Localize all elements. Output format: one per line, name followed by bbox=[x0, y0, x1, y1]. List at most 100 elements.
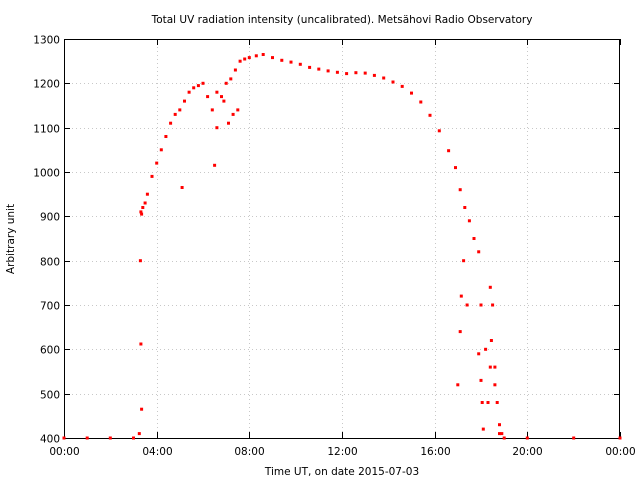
data-point bbox=[463, 206, 467, 209]
data-point bbox=[178, 108, 182, 112]
data-point bbox=[317, 67, 321, 71]
data-point bbox=[326, 69, 330, 73]
data-point bbox=[145, 192, 149, 196]
data-point bbox=[138, 259, 142, 263]
data-point bbox=[183, 99, 186, 103]
data-point bbox=[143, 201, 147, 205]
x-tick-label: 00:00 bbox=[49, 446, 79, 458]
x-tick-label: 00:00 bbox=[605, 446, 635, 458]
data-point bbox=[447, 149, 451, 153]
data-point bbox=[215, 90, 219, 94]
data-point bbox=[222, 99, 226, 103]
data-point bbox=[224, 81, 228, 85]
data-point bbox=[428, 113, 432, 117]
x-axis-label: Time UT, on date 2015-07-03 bbox=[264, 466, 419, 478]
data-point bbox=[298, 62, 302, 66]
data-point bbox=[500, 432, 504, 436]
data-point bbox=[215, 126, 219, 130]
x-tick-label: 12:00 bbox=[327, 446, 357, 458]
data-point bbox=[206, 95, 210, 99]
data-point bbox=[495, 401, 499, 404]
chart-title: Total UV radiation intensity (uncalibrat… bbox=[151, 14, 533, 26]
axis-ticks: 400 500 600 700 800 900 1000 1100 1200 1300 00:00 0… bbox=[33, 35, 635, 459]
y-tick-label: 1000 bbox=[33, 168, 60, 180]
y-tick-label: 500 bbox=[40, 390, 60, 402]
data-point bbox=[238, 59, 242, 63]
x-tick-label: 20:00 bbox=[512, 446, 542, 458]
data-point bbox=[236, 108, 240, 112]
data-point bbox=[210, 108, 214, 112]
data-point bbox=[382, 76, 386, 80]
y-tick-label: 1100 bbox=[33, 124, 60, 136]
data-point bbox=[139, 210, 143, 214]
data-point bbox=[108, 436, 112, 440]
data-point bbox=[391, 80, 395, 84]
data-point bbox=[137, 432, 141, 436]
data-point bbox=[491, 303, 495, 307]
data-point bbox=[196, 84, 200, 88]
y-tick-label: 700 bbox=[40, 301, 60, 313]
data-point bbox=[489, 339, 493, 342]
data-point bbox=[498, 432, 501, 436]
x-tick-label: 08:00 bbox=[234, 446, 264, 458]
data-point bbox=[345, 72, 349, 76]
data-point bbox=[243, 57, 247, 61]
data-point bbox=[477, 352, 481, 356]
data-point bbox=[140, 212, 144, 216]
data-point bbox=[247, 56, 251, 60]
data-point bbox=[493, 383, 497, 387]
y-tick-label: 400 bbox=[40, 434, 60, 446]
data-point bbox=[164, 135, 168, 138]
data-point bbox=[456, 383, 460, 387]
data-point bbox=[140, 407, 144, 411]
y-axis-label: Arbitrary unit bbox=[5, 204, 17, 274]
data-point bbox=[481, 427, 485, 431]
data-point bbox=[261, 53, 265, 56]
x-tick-label: 04:00 bbox=[142, 446, 172, 458]
data-point bbox=[484, 347, 488, 351]
data-point bbox=[231, 112, 235, 116]
data-point bbox=[465, 303, 469, 307]
y-tick-label: 600 bbox=[40, 345, 60, 357]
data-point bbox=[159, 148, 163, 152]
data-point bbox=[85, 436, 89, 440]
data-point bbox=[354, 71, 358, 75]
data-point bbox=[139, 342, 143, 346]
y-tick-label: 900 bbox=[40, 212, 60, 224]
data-point bbox=[233, 68, 237, 72]
data-point bbox=[479, 378, 483, 382]
data-point bbox=[335, 70, 339, 74]
data-point bbox=[169, 121, 173, 125]
data-point bbox=[280, 58, 284, 62]
data-point bbox=[488, 285, 492, 289]
data-point bbox=[467, 219, 471, 223]
data-point bbox=[155, 161, 159, 165]
x-tick-label: 16:00 bbox=[420, 446, 450, 458]
data-point bbox=[618, 436, 622, 440]
data-point bbox=[192, 86, 196, 90]
data-point bbox=[220, 95, 223, 99]
data-point bbox=[502, 436, 506, 440]
data-point bbox=[372, 73, 376, 77]
data-point bbox=[229, 77, 233, 81]
data-point bbox=[400, 84, 404, 88]
data-point bbox=[419, 100, 423, 104]
data-point bbox=[308, 65, 312, 69]
data-point bbox=[477, 250, 481, 254]
data-point bbox=[187, 90, 191, 94]
data-point bbox=[472, 237, 476, 240]
data-point bbox=[486, 401, 490, 404]
y-tick-label: 1300 bbox=[33, 35, 60, 47]
data-point bbox=[458, 330, 462, 334]
data-point bbox=[62, 436, 66, 440]
data-point bbox=[479, 303, 483, 307]
y-tick-label: 1200 bbox=[33, 79, 60, 91]
data-point bbox=[459, 294, 463, 298]
data-point bbox=[132, 436, 135, 440]
data-point bbox=[410, 91, 413, 95]
data-point bbox=[180, 186, 184, 189]
gridlines bbox=[64, 39, 620, 438]
data-point bbox=[437, 129, 441, 133]
data-point bbox=[173, 112, 177, 116]
